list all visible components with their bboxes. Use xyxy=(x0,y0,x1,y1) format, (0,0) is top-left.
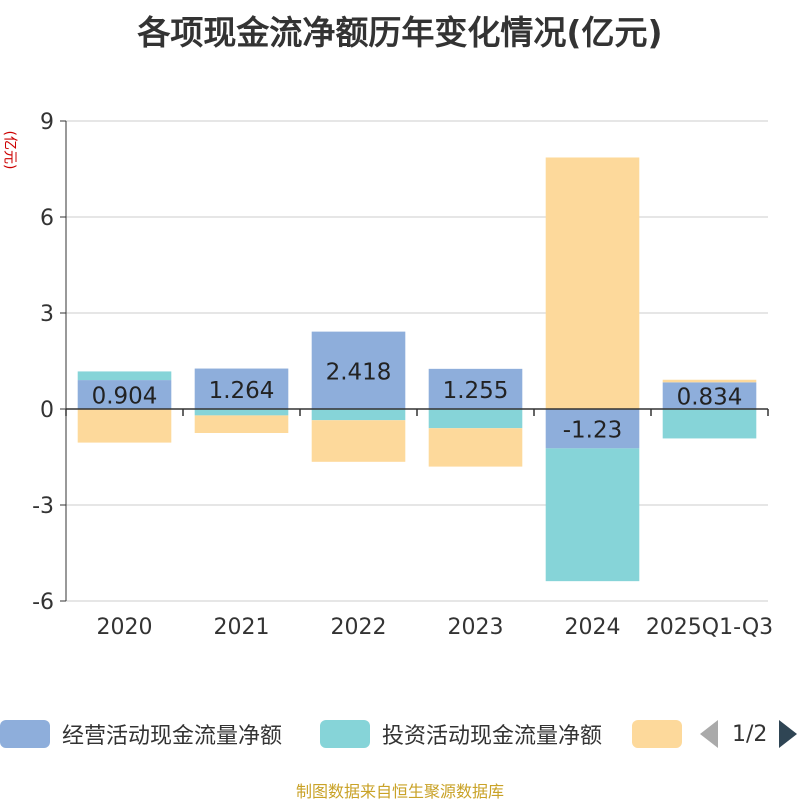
data-source-note: 制图数据来自恒生聚源数据库 xyxy=(295,782,504,801)
legend-swatch-financing xyxy=(632,720,682,748)
x-tick-label-2025Q1-Q3: 2025Q1-Q3 xyxy=(646,615,773,640)
bar-series2-2023 xyxy=(428,428,523,467)
y-tick-label-6: 6 xyxy=(40,206,54,231)
y-tick-label-9: 9 xyxy=(40,110,54,135)
bar-series2-2025Q1-Q3 xyxy=(662,379,757,383)
y-tick-label-0: 0 xyxy=(40,398,54,423)
bar-series0-2022 xyxy=(311,331,406,409)
legend-label-operating: 经营活动现金流量净额 xyxy=(62,724,283,749)
x-tick-label-2020: 2020 xyxy=(97,615,153,640)
data-label-2022: 2.418 xyxy=(326,359,392,385)
stacked-bar-chart: -6 -3 0 3 6 9 0.904 1.264 2.418 1.255 -1.23 0.834 20… xyxy=(32,110,773,640)
y-tick-label-3: 3 xyxy=(40,302,54,327)
legend: 经营活动现金流量净额 投资活动现金流量净额 1/2 xyxy=(0,716,800,752)
legend-page-indicator: 1/2 xyxy=(732,721,768,747)
legend-pager: 1/2 xyxy=(700,716,798,752)
data-label-2025Q1-Q3: 0.834 xyxy=(677,385,743,411)
data-label-2023: 1.255 xyxy=(443,378,509,404)
bar-series0-2023 xyxy=(428,368,523,409)
bar-series2-2021 xyxy=(194,415,289,433)
x-tick-label-2024: 2024 xyxy=(565,615,621,640)
bar-series2-2022 xyxy=(311,420,406,462)
bar-series0-2025Q1-Q3 xyxy=(662,382,757,409)
x-tick-label-2022: 2022 xyxy=(331,615,387,640)
legend-swatch-operating xyxy=(0,720,50,748)
x-tick-label-2023: 2023 xyxy=(448,615,504,640)
bar-series0-2024 xyxy=(545,409,640,449)
legend-item-operating[interactable]: 经营活动现金流量净额 xyxy=(0,716,282,752)
legend-label-investing: 投资活动现金流量净额 xyxy=(382,724,603,749)
bar-series1-2020 xyxy=(77,371,172,381)
data-label-2021: 1.264 xyxy=(209,378,275,404)
bar-series1-2022 xyxy=(311,409,406,421)
legend-swatch-investing xyxy=(320,720,370,748)
legend-item-financing[interactable] xyxy=(632,716,694,752)
bar-series2-2020 xyxy=(77,409,172,443)
data-label-2020: 0.904 xyxy=(92,384,158,410)
data-label-2024: -1.23 xyxy=(563,418,623,444)
legend-next-page-icon[interactable] xyxy=(779,720,798,748)
legend-prev-page-icon[interactable] xyxy=(700,720,718,748)
y-tick-label--3: -3 xyxy=(32,494,54,519)
chart-title: 各项现金流净额历年变化情况(亿元) xyxy=(137,13,663,52)
bar-series1-2024 xyxy=(545,448,640,582)
bar-series1-2023 xyxy=(428,409,523,429)
legend-item-investing[interactable]: 投资活动现金流量净额 xyxy=(320,716,602,752)
bar-series1-2021 xyxy=(194,409,289,416)
bar-series0-2020 xyxy=(77,380,172,409)
y-tick-label--6: -6 xyxy=(32,590,54,615)
bar-series2-2024 xyxy=(545,157,640,409)
bar-series0-2021 xyxy=(194,368,289,409)
bar-series1-2025Q1-Q3 xyxy=(662,409,757,439)
x-tick-label-2021: 2021 xyxy=(214,615,270,640)
